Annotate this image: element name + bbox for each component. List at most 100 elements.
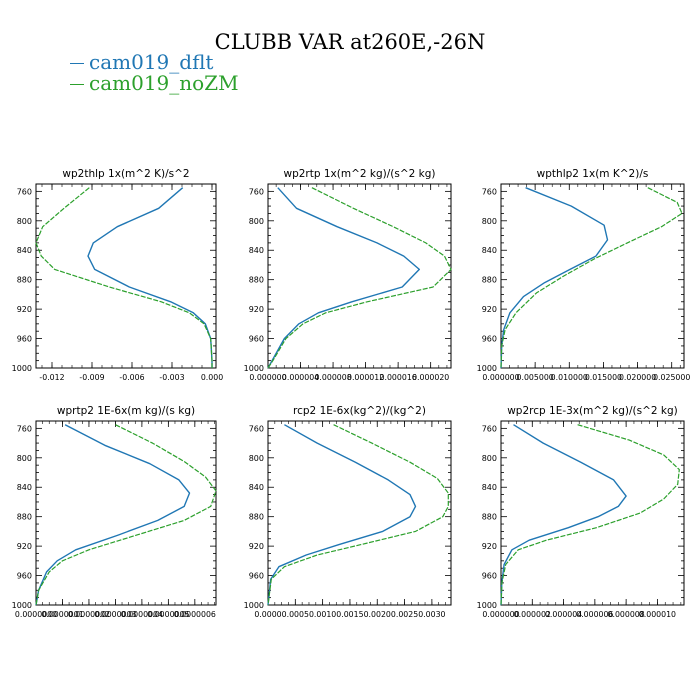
panel-3-series-dflt bbox=[500, 187, 609, 369]
panel-3-ytick-label: 920 bbox=[482, 305, 497, 314]
panel-3-xtick-label: 0.015000 bbox=[585, 373, 622, 382]
panel-2-series-nozm bbox=[267, 187, 452, 369]
panel-6-xtick-label: 0.000010 bbox=[639, 610, 676, 619]
panel-1-xtick-label: -0.006 bbox=[119, 373, 144, 382]
panel-5-series-nozm bbox=[267, 424, 449, 606]
panel-6-ytick-label: 760 bbox=[482, 424, 497, 433]
panel-2-frame bbox=[267, 183, 452, 369]
panel-3-ytick-label: 880 bbox=[482, 276, 497, 285]
panel-1-ytick-label: 920 bbox=[17, 305, 32, 314]
legend-label-dflt: cam019_dflt bbox=[89, 50, 214, 74]
panel-5-ytick-label: 760 bbox=[249, 424, 264, 433]
panel-5-xtick-label: 0.0015 bbox=[336, 610, 363, 619]
legend-line-dflt bbox=[70, 63, 84, 64]
panel-6-xtick-label: 0.000006 bbox=[576, 610, 613, 619]
panel-2-xtick-label: 0.000012 bbox=[347, 373, 384, 382]
panel-6-ytick-label: 880 bbox=[482, 513, 497, 522]
panel-3-ytick-label: 1000 bbox=[477, 364, 497, 373]
panel-5-frame bbox=[267, 420, 452, 606]
panel-2-xtick-label: 0.000004 bbox=[282, 373, 319, 382]
panel-2-xtick-label: 0.000008 bbox=[314, 373, 351, 382]
panel-3-ytick-label: 800 bbox=[482, 217, 497, 226]
panel-2-ytick-label: 800 bbox=[249, 217, 264, 226]
panel-2-ytick-label: 960 bbox=[249, 335, 264, 344]
panel-1-xtick-label: -0.009 bbox=[79, 373, 104, 382]
panel-3-xtick-label: 0.000000 bbox=[482, 373, 519, 382]
panel-2-series-dflt bbox=[267, 187, 420, 369]
panel-6-xtick-label: 0.000002 bbox=[514, 610, 551, 619]
panel-3-frame bbox=[500, 183, 685, 369]
panel-1-frame bbox=[35, 183, 217, 369]
panel-6-series-dflt bbox=[500, 424, 627, 606]
panel-6-xtick-label: 0.000004 bbox=[545, 610, 582, 619]
panel-4-ytick-label: 800 bbox=[17, 454, 32, 463]
panel-4-ytick-label: 960 bbox=[17, 572, 32, 581]
panel-5-series-dflt bbox=[267, 424, 417, 606]
panel-2-ytick-label: 840 bbox=[249, 246, 264, 255]
panel-3-series-nozm bbox=[500, 187, 683, 369]
panel-4-ytick-label: 760 bbox=[17, 424, 32, 433]
panel-2-ytick-label: 880 bbox=[249, 276, 264, 285]
panel-6-frame bbox=[500, 420, 685, 606]
panel-1-series-dflt bbox=[87, 187, 213, 368]
panel-4-xtick-label: 0.0000005 bbox=[147, 610, 189, 619]
panel-6-ytick-label: 800 bbox=[482, 454, 497, 463]
legend-label-nozm: cam019_noZM bbox=[89, 71, 239, 95]
panel-1-xtick-label: -0.003 bbox=[159, 373, 184, 382]
panel-6-xtick-label: 0.000008 bbox=[608, 610, 645, 619]
panel-3-ytick-label: 760 bbox=[482, 187, 497, 196]
legend-line-nozm bbox=[70, 84, 84, 85]
panel-2-xtick-label: 0.000000 bbox=[249, 373, 286, 382]
panel-2-xtick-label: 0.000016 bbox=[380, 373, 417, 382]
panel-4-ytick-label: 880 bbox=[17, 513, 32, 522]
panel-1-ytick-label: 840 bbox=[17, 246, 32, 255]
panel-4-ytick-label: 920 bbox=[17, 542, 32, 551]
panel-6-ytick-label: 1000 bbox=[477, 601, 497, 610]
panel-5-xtick-label: 0.0000 bbox=[254, 610, 281, 619]
panel-2-title: wp2rtp 1x(m^2 kg)/(s^2 kg) bbox=[283, 168, 435, 180]
panel-4-xtick-label: 0.0000004 bbox=[121, 610, 163, 619]
panel-1-ytick-label: 1000 bbox=[12, 364, 32, 373]
panel-6-title: wp2rcp 1E-3x(m^2 kg)/(s^2 kg) bbox=[507, 405, 678, 417]
panel-4-xtick-label: 0.0000000 bbox=[15, 610, 57, 619]
panel-3-xtick-label: 0.020000 bbox=[619, 373, 656, 382]
panel-4-ytick-label: 840 bbox=[17, 483, 32, 492]
panel-3-ytick-label: 840 bbox=[482, 246, 497, 255]
panel-5-ytick-label: 1000 bbox=[244, 601, 264, 610]
panel-3-xtick-label: 0.005000 bbox=[517, 373, 554, 382]
panel-5-ytick-label: 800 bbox=[249, 454, 264, 463]
panel-4-xtick-label: 0.0000002 bbox=[68, 610, 110, 619]
panel-1-ytick-label: 960 bbox=[17, 335, 32, 344]
panel-5-xtick-label: 0.0010 bbox=[309, 610, 336, 619]
panel-5-xtick-label: 0.0030 bbox=[418, 610, 445, 619]
panel-1-xtick-label: -0.012 bbox=[39, 373, 64, 382]
panel-4-series-nozm bbox=[35, 424, 217, 606]
panel-5-ytick-label: 880 bbox=[249, 513, 264, 522]
panel-1-title: wp2thlp 1x(m^2 K)/s^2 bbox=[62, 168, 189, 180]
panel-4-xtick-label: 0.0000001 bbox=[41, 610, 83, 619]
panel-5-xtick-label: 0.0025 bbox=[391, 610, 418, 619]
panel-1-ytick-label: 760 bbox=[17, 187, 32, 196]
panel-3-ytick-label: 960 bbox=[482, 335, 497, 344]
panel-2-ytick-label: 1000 bbox=[244, 364, 264, 373]
panel-5-ytick-label: 920 bbox=[249, 542, 264, 551]
panel-4-xtick-label: 0.0000003 bbox=[94, 610, 136, 619]
panel-2-xtick-label: 0.000020 bbox=[412, 373, 449, 382]
panel-5-title: rcp2 1E-6x(kg^2)/(kg^2) bbox=[293, 405, 426, 417]
panel-6-ytick-label: 920 bbox=[482, 542, 497, 551]
panel-1-xtick-label: 0.000 bbox=[201, 373, 223, 382]
panel-5-xtick-label: 0.0020 bbox=[364, 610, 391, 619]
panel-4-xtick-label: 0.0000006 bbox=[174, 610, 216, 619]
panel-3-xtick-label: 0.010000 bbox=[551, 373, 588, 382]
panel-1-series-nozm bbox=[35, 187, 213, 368]
panel-1-ytick-label: 800 bbox=[17, 217, 32, 226]
panel-6-ytick-label: 960 bbox=[482, 572, 497, 581]
figure-title: CLUBB VAR at260E,-26N bbox=[214, 30, 486, 54]
panel-2-ytick-label: 920 bbox=[249, 305, 264, 314]
panel-4-title: wprtp2 1E-6x(m kg)/(s kg) bbox=[57, 405, 195, 417]
panel-6-xtick-label: 0.000000 bbox=[482, 610, 519, 619]
panel-2-ytick-label: 760 bbox=[249, 187, 264, 196]
panel-5-xtick-label: 0.0005 bbox=[282, 610, 309, 619]
